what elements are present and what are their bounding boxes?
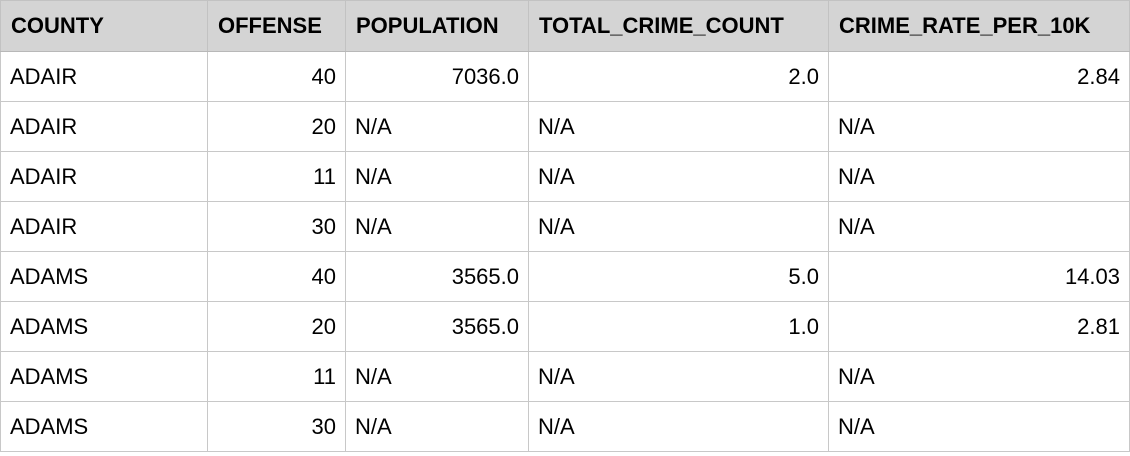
- cell-offense[interactable]: 20: [207, 101, 346, 152]
- cell-crime-rate-per-10k[interactable]: 2.81: [828, 301, 1130, 352]
- header-population[interactable]: POPULATION: [345, 0, 529, 52]
- table-row: ADAMS 30 N/A N/A N/A: [0, 401, 1130, 452]
- table-row: ADAIR 11 N/A N/A N/A: [0, 151, 1130, 202]
- cell-offense[interactable]: 30: [207, 401, 346, 452]
- header-county[interactable]: COUNTY: [0, 0, 208, 52]
- header-row: COUNTY OFFENSE POPULATION TOTAL_CRIME_CO…: [0, 0, 1130, 52]
- cell-county[interactable]: ADAIR: [0, 101, 208, 152]
- header-offense[interactable]: OFFENSE: [207, 0, 346, 52]
- table-row: ADAMS 40 3565.0 5.0 14.03: [0, 251, 1130, 302]
- cell-population[interactable]: N/A: [345, 351, 529, 402]
- cell-county[interactable]: ADAIR: [0, 201, 208, 252]
- header-total-crime-count[interactable]: TOTAL_CRIME_COUNT: [528, 0, 829, 52]
- cell-county[interactable]: ADAIR: [0, 51, 208, 102]
- cell-total-crime-count[interactable]: 1.0: [528, 301, 829, 352]
- cell-total-crime-count[interactable]: N/A: [528, 201, 829, 252]
- table-row: ADAMS 11 N/A N/A N/A: [0, 351, 1130, 402]
- cell-offense[interactable]: 11: [207, 151, 346, 202]
- cell-crime-rate-per-10k[interactable]: N/A: [828, 151, 1130, 202]
- table-body: ADAIR 40 7036.0 2.0 2.84 ADAIR 20 N/A N/A N/A ADAI…: [0, 51, 1130, 452]
- cell-crime-rate-per-10k[interactable]: N/A: [828, 401, 1130, 452]
- cell-population[interactable]: 3565.0: [345, 301, 529, 352]
- cell-total-crime-count[interactable]: N/A: [528, 101, 829, 152]
- table-header: COUNTY OFFENSE POPULATION TOTAL_CRIME_CO…: [0, 0, 1130, 52]
- cell-total-crime-count[interactable]: 5.0: [528, 251, 829, 302]
- cell-crime-rate-per-10k[interactable]: N/A: [828, 351, 1130, 402]
- cell-offense[interactable]: 40: [207, 51, 346, 102]
- cell-population[interactable]: N/A: [345, 201, 529, 252]
- header-crime-rate-per-10k[interactable]: CRIME_RATE_PER_10K: [828, 0, 1130, 52]
- cell-county[interactable]: ADAIR: [0, 151, 208, 202]
- cell-county[interactable]: ADAMS: [0, 401, 208, 452]
- cell-offense[interactable]: 40: [207, 251, 346, 302]
- cell-crime-rate-per-10k[interactable]: N/A: [828, 101, 1130, 152]
- cell-crime-rate-per-10k[interactable]: N/A: [828, 201, 1130, 252]
- cell-offense[interactable]: 11: [207, 351, 346, 402]
- cell-total-crime-count[interactable]: N/A: [528, 401, 829, 452]
- cell-population[interactable]: 7036.0: [345, 51, 529, 102]
- cell-crime-rate-per-10k[interactable]: 2.84: [828, 51, 1130, 102]
- cell-total-crime-count[interactable]: N/A: [528, 351, 829, 402]
- table-row: ADAMS 20 3565.0 1.0 2.81: [0, 301, 1130, 352]
- table-row: ADAIR 40 7036.0 2.0 2.84: [0, 51, 1130, 102]
- cell-offense[interactable]: 20: [207, 301, 346, 352]
- cell-population[interactable]: N/A: [345, 401, 529, 452]
- cell-population[interactable]: 3565.0: [345, 251, 529, 302]
- cell-total-crime-count[interactable]: 2.0: [528, 51, 829, 102]
- cell-county[interactable]: ADAMS: [0, 251, 208, 302]
- cell-offense[interactable]: 30: [207, 201, 346, 252]
- cell-crime-rate-per-10k[interactable]: 14.03: [828, 251, 1130, 302]
- cell-population[interactable]: N/A: [345, 151, 529, 202]
- cell-population[interactable]: N/A: [345, 101, 529, 152]
- cell-county[interactable]: ADAMS: [0, 351, 208, 402]
- table-row: ADAIR 30 N/A N/A N/A: [0, 201, 1130, 252]
- cell-county[interactable]: ADAMS: [0, 301, 208, 352]
- cell-total-crime-count[interactable]: N/A: [528, 151, 829, 202]
- table-row: ADAIR 20 N/A N/A N/A: [0, 101, 1130, 152]
